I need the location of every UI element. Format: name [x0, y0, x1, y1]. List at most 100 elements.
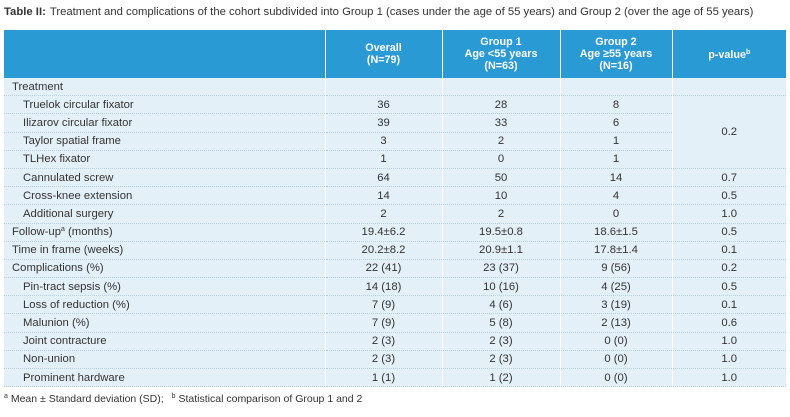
- table-row: Pin-tract sepsis (%) 14 (18) 10 (16) 4 (25)…: [4, 277, 786, 297]
- row-label: Truelok circular fixator: [4, 95, 325, 115]
- value-cell: 1: [324, 150, 442, 169]
- header-line: p-value: [708, 49, 747, 61]
- value-cell: 2: [441, 204, 560, 224]
- value-cell: 10 (16): [441, 277, 560, 297]
- row-label: Complications (%): [4, 259, 325, 279]
- table-row: Cannulated screw 64 50 14 0.7: [4, 168, 786, 188]
- value-cell: 28: [441, 95, 560, 115]
- p-value-cell: 0.7: [671, 168, 786, 188]
- header-line: Group 1: [480, 36, 522, 48]
- header-line: (N=63): [484, 60, 518, 72]
- value-cell: 2 (13): [559, 313, 672, 333]
- row-label: Malunion (%): [4, 313, 325, 333]
- row-label: Ilizarov circular fixator: [4, 113, 325, 133]
- header-cell: Group 1 Age <55 years (N=63): [441, 30, 560, 78]
- value-cell: 22 (41): [324, 259, 442, 279]
- value-cell: 14 (18): [324, 277, 442, 297]
- table-row: Non-union 2 (3) 2 (3) 0 (0) 1.0: [4, 350, 786, 370]
- value-cell: 6: [559, 113, 672, 133]
- superscript: a: [60, 226, 65, 234]
- p-value-cell: 1.0: [671, 204, 786, 224]
- header-cell: [4, 30, 325, 78]
- table-row: Loss of reduction (%) 7 (9) 4 (6) 3 (19) 0.1: [4, 295, 786, 315]
- p-value-cell: 1.0: [671, 332, 786, 351]
- p-value-cell: 0.5: [671, 186, 786, 206]
- row-label: Cross-knee extension: [4, 186, 325, 206]
- value-cell: 2 (3): [441, 350, 560, 370]
- row-label: Loss of reduction (%): [4, 295, 325, 315]
- table-row: Malunion (%) 7 (9) 5 (8) 2 (13) 0.6: [4, 313, 786, 333]
- value-cell: 1 (2): [441, 368, 560, 388]
- value-cell: 23 (37): [441, 259, 560, 279]
- caption-text: Treatment and complications of the cohor…: [49, 6, 754, 18]
- value-cell: 0: [559, 204, 672, 224]
- table-row: Truelok circular fixator 36 28 8 0.2: [4, 95, 786, 169]
- value-cell: 19.4±6.2: [324, 223, 442, 242]
- value-cell: 39: [324, 113, 442, 133]
- empty-cell: [441, 78, 560, 97]
- value-cell: 14: [559, 168, 672, 188]
- value-cell: 20.9±1.1: [441, 241, 560, 260]
- value-cell: 7 (9): [324, 313, 442, 333]
- header-cell: Group 2 Age ≥55 years (N=16): [559, 30, 672, 78]
- table-row: Prominent hardware 1 (1) 1 (2) 0 (0) 1.0: [4, 368, 786, 388]
- value-cell: 18.6±1.5: [559, 223, 672, 242]
- value-cell: 5 (8): [441, 313, 560, 333]
- table: Overall (N=79) Group 1 Age <55 years (N=63) G…: [4, 30, 786, 388]
- footnote-text: Mean ± Standard deviation (SD);: [10, 393, 164, 405]
- row-label: Additional surgery: [4, 204, 325, 224]
- footnote-text: Statistical comparison of Group 1 and 2: [178, 393, 363, 405]
- caption-label: Table II:: [4, 6, 46, 18]
- value-cell: 0 (0): [559, 332, 672, 351]
- header-row: Overall (N=79) Group 1 Age <55 years (N=63) G…: [4, 30, 786, 78]
- value-cell: 17.8±1.4: [559, 241, 672, 260]
- value-cell: 1: [559, 150, 672, 169]
- table-row: Complications (%) 22 (41) 23 (37) 9 (56) 0.2: [4, 259, 786, 279]
- superscript: b: [171, 393, 176, 400]
- value-cell: 2 (3): [324, 332, 442, 351]
- p-value-cell: 0.2: [671, 95, 786, 169]
- value-cell: 3 (19): [559, 295, 672, 315]
- value-cell: 14: [324, 186, 442, 206]
- p-value-cell: 0.2: [671, 259, 786, 279]
- row-label: Taylor spatial frame: [4, 132, 325, 151]
- header-line: (N=79): [366, 54, 401, 66]
- value-cell: 1 (1): [324, 368, 442, 388]
- footnote-item: a Mean ± Standard deviation (SD);: [4, 393, 168, 405]
- row-label: Prominent hardware: [4, 368, 325, 388]
- value-cell: 2 (3): [324, 350, 442, 370]
- p-value-cell: 1.0: [671, 368, 786, 388]
- row-label: Pin-tract sepsis (%): [4, 277, 325, 297]
- table-row: Ilizarov circular fixator 39 33 6: [4, 113, 786, 133]
- row-label: Cannulated screw: [4, 168, 325, 188]
- table-row: Follow-upa (months) 19.4±6.2 19.5±0.8 18.6±…: [4, 223, 786, 242]
- table-row: Cross-knee extension 14 10 4 0.5: [4, 186, 786, 206]
- header-line: Overall: [365, 42, 402, 54]
- superscript: a: [4, 393, 8, 400]
- header-cell: Overall (N=79): [324, 30, 442, 78]
- p-value-cell: 0.1: [671, 241, 786, 260]
- p-value-cell: 0.1: [671, 295, 786, 315]
- row-label: Joint contracture: [4, 332, 325, 351]
- header-line: Group 2: [595, 36, 637, 48]
- table-row: Joint contracture 2 (3) 2 (3) 0 (0) 1.0: [4, 332, 786, 351]
- row-label: TLHex fixator: [4, 150, 325, 169]
- row-label: Non-union: [4, 350, 325, 370]
- p-value-cell: 0.5: [671, 223, 786, 242]
- row-label: Follow-upa (months): [4, 223, 325, 242]
- value-cell: 36: [324, 95, 442, 115]
- superscript: b: [746, 49, 751, 56]
- p-value-cell: 0.5: [671, 277, 786, 297]
- value-cell: 8: [559, 95, 672, 115]
- value-cell: 9 (56): [559, 259, 672, 279]
- value-cell: 20.2±8.2: [324, 241, 442, 260]
- p-value-cell: 1.0: [671, 350, 786, 370]
- p-value-cell: 0.6: [671, 313, 786, 333]
- value-cell: 19.5±0.8: [441, 223, 560, 242]
- table-row: Additional surgery 2 2 0 1.0: [4, 204, 786, 224]
- label-suffix: (months): [68, 226, 113, 239]
- row-label: Treatment: [4, 78, 325, 97]
- value-cell: 3: [324, 132, 442, 151]
- table-row: Treatment: [4, 78, 786, 97]
